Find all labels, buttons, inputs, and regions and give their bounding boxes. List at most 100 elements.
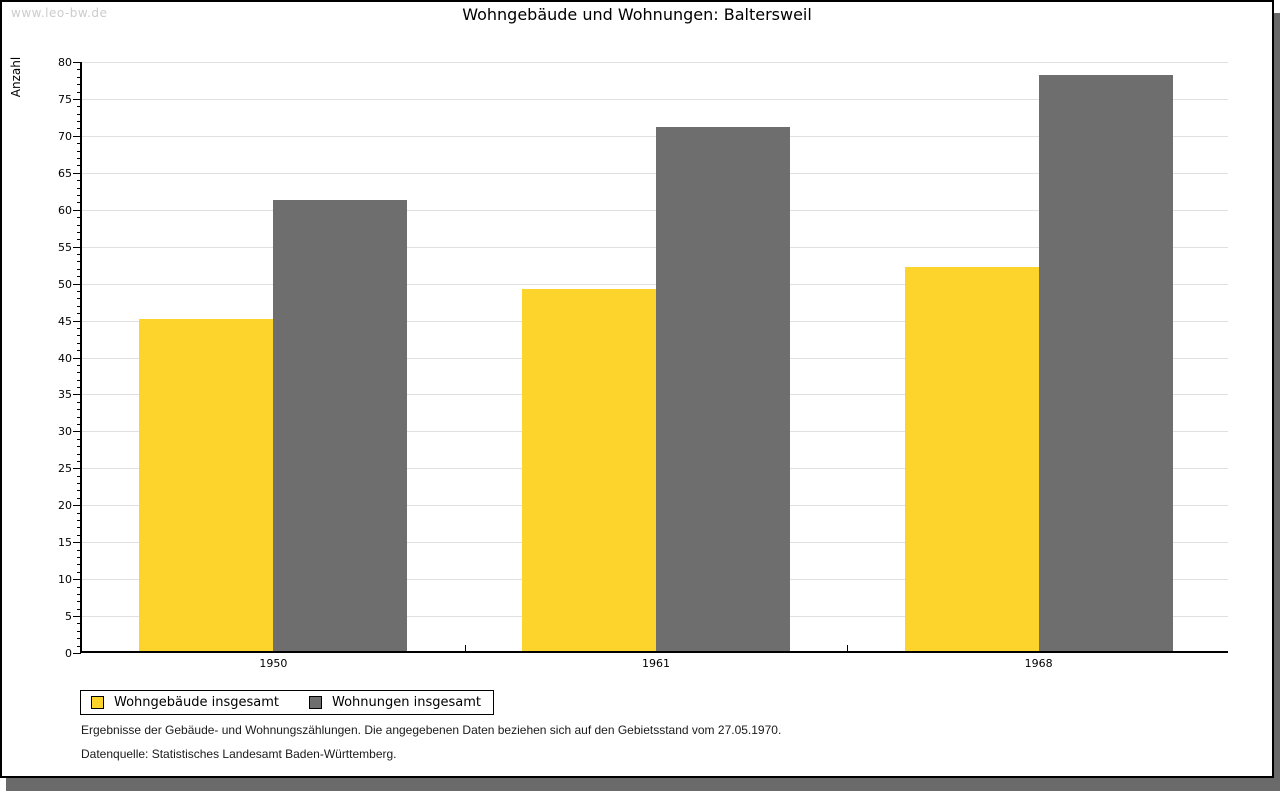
y-minor-tick	[77, 187, 81, 189]
y-major-tick	[73, 98, 81, 100]
legend-box: Wohngebäude insgesamt Wohnungen insgesamt	[80, 690, 494, 715]
legend-label: Wohngebäude insgesamt	[114, 694, 279, 710]
y-minor-tick	[77, 497, 81, 499]
y-minor-tick	[77, 401, 81, 403]
y-minor-tick	[77, 527, 81, 529]
y-tick-label: 60	[58, 203, 72, 217]
y-major-tick	[73, 394, 81, 396]
y-minor-tick	[77, 217, 81, 219]
y-minor-tick	[77, 409, 81, 411]
y-major-tick	[73, 62, 81, 63]
y-minor-tick	[77, 150, 81, 152]
legend-item-wohngeb-ude-insgesamt: Wohngebäude insgesamt	[91, 695, 279, 710]
y-minor-tick	[77, 194, 81, 196]
gridline-65	[82, 172, 1228, 174]
y-tick-label: 30	[58, 425, 72, 439]
y-tick-label: 25	[58, 462, 72, 476]
y-tick-label: 40	[58, 351, 72, 365]
y-minor-tick	[77, 69, 81, 71]
y-minor-tick	[77, 593, 81, 595]
y-minor-tick	[77, 460, 81, 462]
legend-item-wohnungen-insgesamt: Wohnungen insgesamt	[309, 695, 481, 710]
y-minor-tick	[77, 483, 81, 485]
gridline-60	[82, 209, 1228, 211]
y-tick-label: 20	[58, 499, 72, 513]
y-minor-tick	[77, 416, 81, 418]
x-boundary-tick	[847, 645, 849, 651]
y-major-tick	[73, 505, 81, 507]
y-major-tick	[73, 579, 81, 581]
y-minor-tick	[77, 180, 81, 182]
y-major-tick	[73, 283, 81, 285]
legend-swatch	[91, 695, 104, 709]
y-minor-tick	[77, 298, 81, 300]
watermark-leo-bw: www.leo-bw.de	[11, 6, 108, 20]
y-minor-tick	[77, 556, 81, 558]
legend-label: Wohnungen insgesamt	[332, 694, 481, 710]
y-minor-tick	[77, 276, 81, 278]
y-minor-tick	[77, 128, 81, 130]
y-minor-tick	[77, 645, 81, 647]
y-minor-tick	[77, 490, 81, 492]
y-minor-tick	[77, 387, 81, 389]
y-minor-tick	[77, 372, 81, 374]
y-major-tick	[73, 653, 81, 654]
y-major-tick	[73, 431, 81, 433]
x-category-label-1961: 1961	[642, 657, 670, 670]
y-major-tick	[73, 135, 81, 137]
bar-wohnungen-insgesamt-1950	[273, 200, 408, 651]
y-minor-tick	[77, 586, 81, 588]
y-minor-tick	[77, 638, 81, 640]
y-tick-label: 65	[58, 166, 72, 180]
gridline-70	[82, 135, 1228, 137]
x-category-label-1968: 1968	[1024, 657, 1053, 670]
y-tick-label: 70	[58, 129, 72, 143]
x-boundary-tick	[464, 645, 466, 651]
y-minor-tick	[77, 520, 81, 522]
y-major-tick	[73, 209, 81, 211]
gridline-75	[82, 98, 1228, 100]
y-minor-tick	[77, 446, 81, 448]
y-minor-tick	[77, 342, 81, 344]
bar-wohnungen-insgesamt-1961	[656, 126, 790, 651]
y-minor-tick	[77, 268, 81, 270]
y-tick-label: 55	[58, 240, 72, 254]
gridline-50	[82, 283, 1228, 285]
y-tick-label: 10	[58, 573, 72, 587]
y-minor-tick	[77, 453, 81, 455]
y-minor-tick	[77, 475, 81, 477]
y-minor-tick	[77, 261, 81, 263]
bar-wohngeb-ude-insgesamt-1961	[522, 289, 656, 651]
y-tick-label: 75	[58, 92, 72, 106]
plot-area: 0 5 10 15 20 25 30 35 40 45 50 55 60 65 70 75 80 1950 1961…	[58, 57, 1228, 670]
y-major-tick	[73, 320, 81, 322]
y-minor-tick	[77, 549, 81, 551]
y-minor-tick	[77, 106, 81, 108]
y-minor-tick	[77, 291, 81, 292]
y-minor-tick	[77, 608, 81, 610]
legend-swatch	[309, 695, 322, 709]
chart-page: www.leo-bw.de Wohngebäude und Wohnungen:…	[0, 0, 1274, 778]
y-minor-tick	[77, 327, 81, 329]
footnote-line-1: Ergebnisse der Gebäude- und Wohnungszähl…	[81, 723, 782, 737]
y-minor-tick	[77, 165, 81, 167]
gridline-80	[82, 62, 1228, 63]
y-minor-tick	[77, 512, 81, 514]
y-minor-tick	[77, 564, 81, 566]
y-minor-tick	[77, 379, 81, 381]
chart-title: Wohngebäude und Wohnungen: Baltersweil	[462, 5, 812, 24]
y-minor-tick	[77, 113, 81, 115]
y-tick-label: 5	[65, 610, 72, 624]
y-minor-tick	[77, 335, 81, 337]
x-category-label-1950: 1950	[259, 657, 288, 670]
y-minor-tick	[77, 364, 81, 366]
bar-wohngeb-ude-insgesamt-1968	[904, 266, 1039, 651]
y-minor-tick	[77, 571, 81, 573]
y-tick-label: 35	[58, 388, 72, 402]
y-axis-label: Anzahl	[9, 56, 23, 98]
bar-wohngeb-ude-insgesamt-1950	[139, 318, 274, 651]
y-minor-tick	[77, 239, 81, 241]
y-minor-tick	[77, 84, 81, 86]
y-major-tick	[73, 357, 81, 359]
y-major-tick	[73, 246, 81, 248]
